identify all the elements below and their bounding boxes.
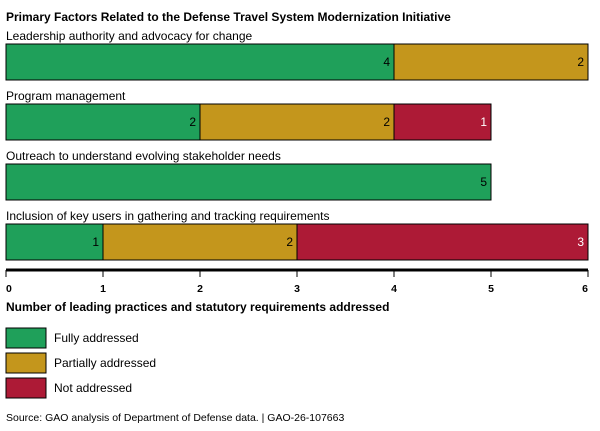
x-tick-label: 6 — [582, 283, 588, 295]
bar-value-label: 1 — [92, 235, 99, 249]
x-tick-label: 0 — [6, 283, 12, 295]
x-tick-label: 3 — [294, 283, 300, 295]
x-axis: 0 1 2 3 4 5 6 — [5, 268, 589, 295]
bar-value-label: 2 — [189, 115, 196, 129]
category-label: Leadership authority and advocacy for ch… — [6, 29, 252, 43]
x-tick-label: 1 — [100, 283, 106, 295]
legend: Fully addressed Partially addressed Not ad… — [5, 327, 156, 399]
legend-label: Partially addressed — [54, 356, 156, 370]
x-tick-label: 2 — [197, 283, 203, 295]
bar-value-label: 2 — [577, 55, 584, 69]
x-axis-label: Number of leading practices and statutor… — [6, 300, 389, 314]
category-label: Program management — [6, 89, 126, 103]
bar-value-label: 2 — [383, 115, 390, 129]
bar-segment — [5, 163, 492, 201]
category-label: Outreach to understand evolving stakehol… — [6, 149, 281, 163]
legend-swatch — [5, 352, 47, 374]
bar-value-label: 1 — [480, 115, 487, 129]
legend-swatch — [5, 327, 47, 349]
legend-label: Fully addressed — [54, 331, 139, 345]
bar-value-label: 4 — [383, 55, 390, 69]
chart-title: Primary Factors Related to the Defense T… — [6, 10, 451, 24]
bar-value-label: 3 — [577, 235, 584, 249]
bar-segment — [296, 223, 589, 261]
bar-value-label: 5 — [480, 175, 487, 189]
bar-segment — [5, 43, 395, 81]
x-tick-label: 4 — [391, 283, 397, 295]
bar-segment — [393, 103, 492, 141]
source-note: Source: GAO analysis of Department of De… — [6, 412, 344, 424]
x-tick-label: 5 — [488, 283, 494, 295]
bar-segment — [393, 43, 589, 81]
bars-group: Leadership authority and advocacy for ch… — [5, 29, 589, 261]
legend-label: Not addressed — [54, 381, 132, 395]
bar-segment — [102, 223, 298, 261]
category-label: Inclusion of key users in gathering and … — [6, 209, 330, 223]
bar-segment — [5, 223, 104, 261]
bar-segment — [199, 103, 395, 141]
bar-value-label: 2 — [286, 235, 293, 249]
bar-segment — [5, 103, 201, 141]
legend-swatch — [5, 377, 47, 399]
